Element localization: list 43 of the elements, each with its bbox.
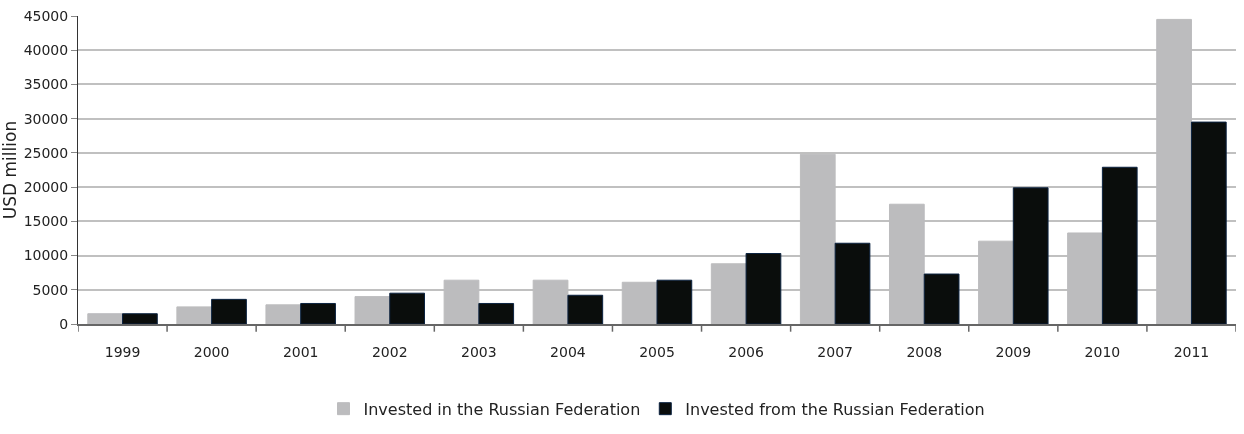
x-tick-label: 1999 xyxy=(104,343,141,360)
y-tick-label: 20000 xyxy=(23,179,69,196)
y-tick-label: 5000 xyxy=(32,281,69,298)
bar xyxy=(656,279,693,324)
x-tick-label: 2006 xyxy=(728,343,764,360)
legend-label: Invested in the Russian Federation xyxy=(363,399,641,419)
x-tick-label: 2010 xyxy=(1084,343,1121,360)
y-tick-label: 45000 xyxy=(23,7,69,24)
bar xyxy=(1012,187,1049,324)
bar xyxy=(745,253,782,324)
x-tick-label: 2007 xyxy=(817,343,853,360)
y-tick-label: 40000 xyxy=(23,42,69,59)
x-tick-label: 2011 xyxy=(1173,343,1210,360)
x-tick-label: 2005 xyxy=(639,343,675,360)
y-tick-label: 15000 xyxy=(23,213,69,230)
x-tick-label: 2004 xyxy=(550,343,586,360)
bar xyxy=(567,294,604,324)
bar xyxy=(389,292,426,324)
x-tick-label: 2003 xyxy=(461,343,497,360)
bar xyxy=(211,298,247,324)
y-tick-label: 10000 xyxy=(23,247,69,264)
bar xyxy=(1101,166,1138,324)
y-tick-label: 30000 xyxy=(23,110,69,127)
x-tick-label: 2000 xyxy=(193,343,230,360)
y-tick-label: 25000 xyxy=(23,144,69,161)
bar xyxy=(478,302,515,324)
x-tick-label: 2002 xyxy=(371,343,408,360)
y-axis-title: USD million xyxy=(0,120,20,220)
bar xyxy=(122,313,158,324)
bar xyxy=(1190,121,1227,324)
bar xyxy=(300,302,336,324)
bar xyxy=(265,304,302,324)
legend-label: Invested from the Russian Federation xyxy=(685,399,985,419)
bar xyxy=(354,296,391,324)
bar xyxy=(834,242,871,324)
bar xyxy=(176,306,213,324)
x-tick-label: 2008 xyxy=(906,343,943,360)
x-tick-label: 2009 xyxy=(995,343,1032,360)
bar xyxy=(923,273,960,324)
y-tick-label: 0 xyxy=(59,315,69,332)
y-tick-label: 35000 xyxy=(23,76,69,93)
x-tick-label: 2001 xyxy=(282,343,319,360)
bar xyxy=(87,313,124,324)
